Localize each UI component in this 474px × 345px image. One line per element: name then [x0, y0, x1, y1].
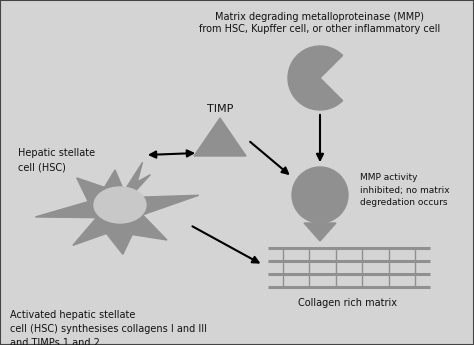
- Wedge shape: [288, 46, 343, 110]
- Polygon shape: [304, 223, 336, 241]
- Text: Hepatic stellate
cell (HSC): Hepatic stellate cell (HSC): [18, 148, 95, 172]
- Text: TIMP: TIMP: [207, 104, 233, 114]
- Text: Activated hepatic stellate
cell (HSC) synthesises collagens I and III
and TIMPs : Activated hepatic stellate cell (HSC) sy…: [10, 310, 207, 345]
- Circle shape: [292, 167, 348, 223]
- Text: Collagen rich matrix: Collagen rich matrix: [299, 298, 398, 308]
- Polygon shape: [35, 162, 199, 254]
- Ellipse shape: [94, 187, 146, 223]
- Text: from HSC, Kupffer cell, or other inflammatory cell: from HSC, Kupffer cell, or other inflamm…: [200, 24, 441, 34]
- Text: Matrix degrading metalloproteinase (MMP): Matrix degrading metalloproteinase (MMP): [216, 12, 425, 22]
- Text: MMP activity
inhibited; no matrix
degredation occurs: MMP activity inhibited; no matrix degred…: [360, 173, 450, 207]
- Polygon shape: [194, 118, 246, 156]
